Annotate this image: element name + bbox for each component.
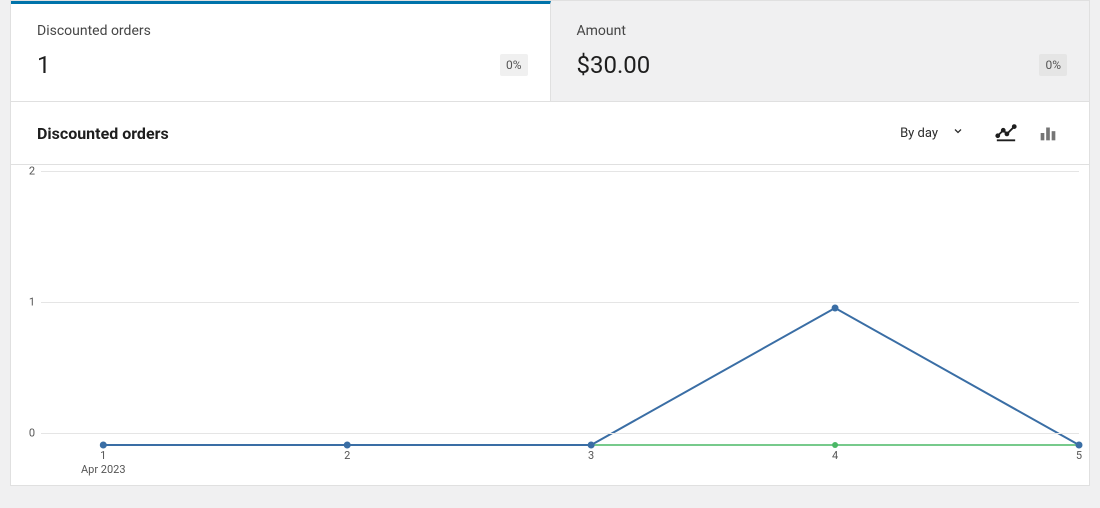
x-tick-label: 4 [832, 449, 838, 462]
summary-tab-0[interactable]: Discounted orders 1 0% [11, 1, 551, 101]
y-tick-label: 2 [19, 165, 35, 178]
tab-value-row: $30.00 0% [577, 51, 1068, 79]
tab-value: $30.00 [577, 51, 651, 79]
tab-label: Discounted orders [37, 23, 528, 39]
interval-label: By day [900, 126, 938, 141]
dashboard-container: Discounted orders 1 0% Amount $30.00 0% Disco… [0, 0, 1100, 508]
chart-title: Discounted orders [31, 124, 887, 143]
chart-area: 1Apr 20232345 012 [11, 165, 1089, 485]
series-marker-current [588, 442, 595, 449]
pct-badge: 0% [500, 54, 528, 76]
chevron-down-icon [952, 125, 964, 141]
series-marker-current [100, 442, 107, 449]
x-sublabel: Apr 2023 [81, 463, 126, 476]
y-tick-label: 0 [19, 427, 35, 440]
x-tick-label: 3 [588, 449, 594, 462]
series-marker-previous [832, 442, 838, 448]
series-marker-current [1076, 442, 1083, 449]
series-marker-current [344, 442, 351, 449]
chart-plot [41, 171, 1079, 445]
x-tick-label: 5 [1076, 449, 1082, 462]
tab-value: 1 [37, 51, 51, 79]
chart-header: Discounted orders By day [11, 102, 1089, 165]
gridline [41, 433, 1079, 434]
pct-badge: 0% [1039, 54, 1067, 76]
x-tick-label: 2 [344, 449, 350, 462]
tab-value-row: 1 0% [37, 51, 528, 79]
summary-tabs: Discounted orders 1 0% Amount $30.00 0% [10, 0, 1090, 101]
y-tick-label: 1 [19, 296, 35, 309]
chart-markers [41, 171, 1079, 445]
interval-select[interactable]: By day [887, 118, 977, 148]
gridline [41, 302, 1079, 303]
x-axis-labels: 1Apr 2023 2 3 4 5 [41, 449, 1079, 479]
series-marker-current [832, 305, 839, 312]
summary-tab-1[interactable]: Amount $30.00 0% [551, 1, 1090, 101]
bar-chart-icon[interactable] [1027, 116, 1069, 150]
gridline [41, 171, 1079, 172]
chart-panel: Discounted orders By day [10, 101, 1090, 486]
tab-label: Amount [577, 23, 1068, 39]
x-tick-label: 1 [100, 449, 106, 462]
line-chart-icon[interactable] [985, 116, 1027, 150]
